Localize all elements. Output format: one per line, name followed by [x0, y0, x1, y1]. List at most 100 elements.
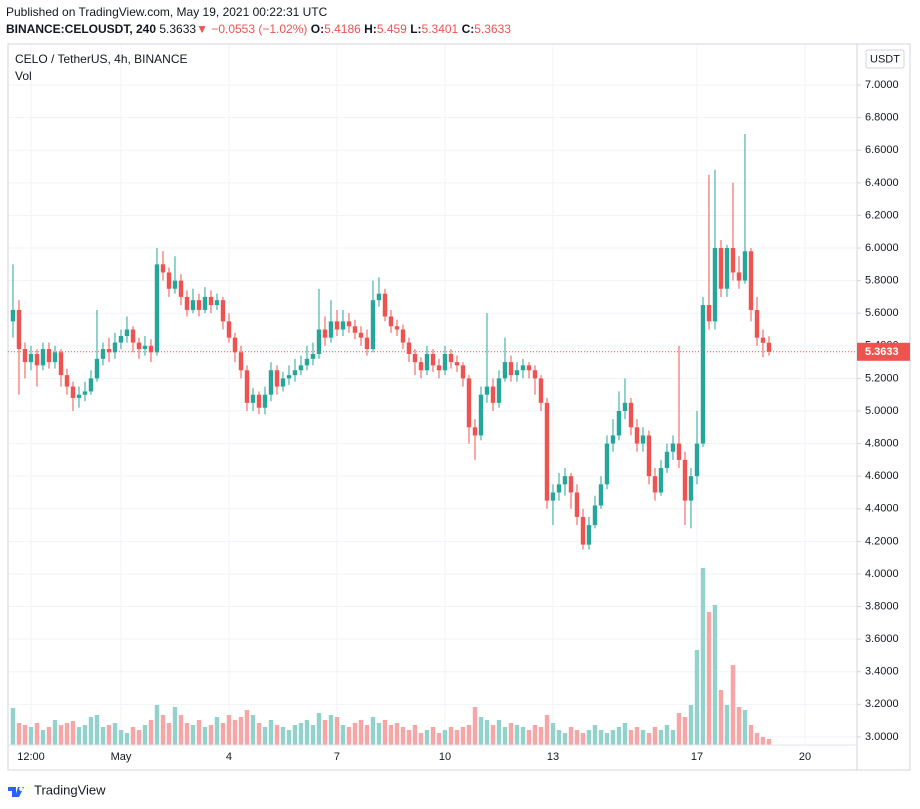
candle-body	[688, 476, 694, 501]
candle-body	[52, 352, 58, 363]
candle-body	[382, 293, 388, 317]
volume-bar	[418, 733, 424, 745]
high-value: 5.459	[376, 22, 407, 36]
volume-bar	[526, 730, 532, 745]
volume-bar	[544, 715, 550, 745]
x-tick-label: 7	[334, 751, 340, 763]
volume-bar	[88, 717, 94, 745]
volume-bar	[400, 727, 406, 745]
volume-bar	[652, 727, 658, 745]
y-tick-label: 5.6000	[865, 307, 899, 319]
volume-bar	[262, 727, 268, 745]
candle-body	[766, 342, 772, 352]
volume-bar	[142, 725, 148, 745]
grid	[8, 44, 857, 745]
volume-bar	[460, 727, 466, 745]
volume-bar	[598, 730, 604, 745]
candle-body	[58, 352, 64, 376]
candle-body	[610, 435, 616, 444]
x-tick-label: 12:00	[17, 751, 45, 763]
volume-bar	[658, 730, 664, 745]
candle-body	[616, 410, 622, 436]
y-tick-label: 4.8000	[865, 437, 899, 449]
volume-bar	[700, 568, 706, 745]
volume-bar	[556, 730, 562, 745]
volume-bar	[520, 727, 526, 745]
candle-body	[526, 365, 532, 371]
candle-body	[244, 370, 250, 403]
candle-body	[760, 337, 766, 343]
volume-bar	[268, 720, 274, 745]
candle-body	[130, 329, 136, 343]
y-tick-label: 4.0000	[865, 568, 899, 580]
candle-body	[724, 248, 730, 289]
volume-bar	[184, 723, 190, 745]
volume-bar	[250, 715, 256, 745]
candle-body	[112, 342, 118, 353]
volume-bar	[406, 730, 412, 745]
volume-bar	[352, 723, 358, 745]
candle-body	[136, 342, 142, 350]
candle-body	[442, 353, 448, 371]
x-tick-label: May	[111, 751, 132, 763]
candle-body	[286, 375, 292, 379]
candle-body	[592, 505, 598, 526]
volume-bar	[52, 720, 58, 745]
volume-bar	[376, 723, 382, 745]
candle-body	[178, 280, 184, 297]
candle-body	[652, 476, 658, 493]
candle-body	[118, 336, 124, 343]
volume-bar	[388, 725, 394, 745]
candle-body	[280, 378, 286, 387]
candle-body	[184, 296, 190, 310]
candle-body	[238, 352, 244, 371]
candle-body	[484, 386, 490, 395]
candle-body	[430, 353, 436, 366]
candle-body	[16, 309, 22, 350]
volume-bar	[574, 730, 580, 745]
volume-bar	[724, 705, 730, 745]
volume-bar	[538, 727, 544, 745]
candle-body	[712, 248, 718, 322]
unit-box[interactable]	[865, 49, 905, 69]
logo	[8, 787, 24, 797]
published-line: Published on TradingView.com, May 19, 20…	[6, 5, 327, 19]
symbol: BINANCE:CELOUSDT, 240	[6, 22, 157, 36]
candle-body	[508, 362, 514, 376]
candle-body	[706, 305, 712, 322]
volume-bar	[226, 715, 232, 745]
volume-bar	[40, 730, 46, 745]
volume-bar	[586, 730, 592, 745]
volume-bar	[58, 725, 64, 745]
candle-body	[82, 391, 88, 395]
candle-body	[148, 345, 154, 353]
candle-body	[28, 353, 34, 363]
y-tick-label: 3.4000	[865, 666, 899, 678]
down-arrow: ▼	[196, 22, 208, 36]
candle-body	[64, 375, 70, 387]
high-label: H:	[364, 22, 377, 36]
volume-bar	[280, 727, 286, 745]
volume-bar	[736, 707, 742, 745]
candle-body	[220, 300, 226, 322]
candle-body	[634, 427, 640, 444]
candle-body	[736, 272, 742, 281]
volume-bar	[328, 715, 334, 745]
candle-body	[190, 300, 196, 310]
volume-bar	[436, 733, 442, 745]
volume-bar	[256, 723, 262, 745]
volume-bar	[748, 725, 754, 745]
candle-body	[328, 321, 334, 338]
volume-bar	[682, 717, 688, 745]
volume-bar	[532, 725, 538, 745]
volume-bar	[628, 730, 634, 745]
candle-body	[418, 362, 424, 371]
y-tick-label: 3.2000	[865, 698, 899, 710]
candle-body	[76, 394, 82, 398]
volume-bar	[64, 723, 70, 745]
candle-body	[364, 337, 370, 350]
candle-body	[376, 293, 382, 301]
volume-bar	[640, 730, 646, 745]
y-tick-label: 4.4000	[865, 503, 899, 515]
candle-body	[298, 365, 304, 371]
